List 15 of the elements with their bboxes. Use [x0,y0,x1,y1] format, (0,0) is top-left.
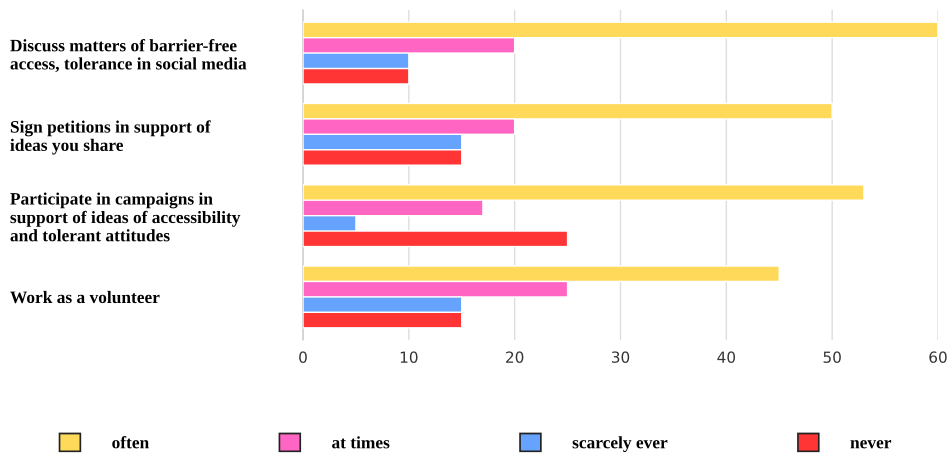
legend-label: scarcely ever [572,436,668,452]
x-tick-label: 20 [506,351,524,363]
x-tick-label: 50 [824,351,841,363]
x-tick-label: 40 [717,351,736,363]
y-tick-label: Work as a volunteer [10,290,160,304]
y-tick-label: Discuss matters of barrier-free access, tolerance in social media [10,39,246,72]
x-tick-label: 30 [612,351,630,363]
legend-label: never [850,440,892,448]
y-tick-label: Sign petitions in support of ideas you share [10,120,211,155]
x-tick-label: 60 [929,351,947,363]
legend-label: at times [332,436,390,448]
x-tick-label: 0 [299,351,307,363]
x-tick-label: 10 [400,351,418,363]
legend-label: often [112,436,149,448]
y-tick-label: Participate in campaigns in support of ideas of accessibility and tolerant attitudes [10,192,240,242]
